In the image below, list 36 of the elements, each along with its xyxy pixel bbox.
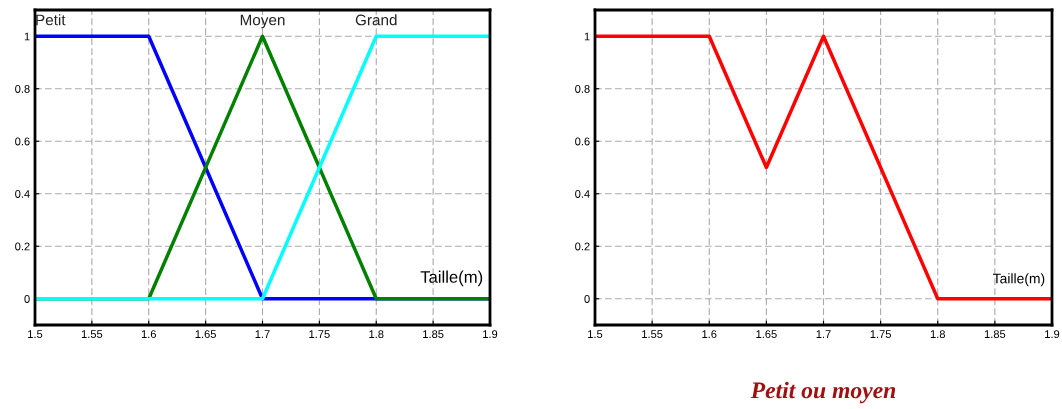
y-tick-label: 0.8 — [575, 85, 590, 93]
x-tick-label: 1.7 — [816, 330, 831, 338]
y-tick-label: 0.2 — [575, 242, 590, 251]
x-tick-label: 1.85 — [423, 330, 444, 339]
y-tick-label: 0.4 — [15, 190, 30, 198]
y-tick-label: 0.6 — [575, 137, 590, 146]
y-tick-label: 0.4 — [575, 190, 590, 198]
x-tick-label: 1.8 — [369, 330, 384, 339]
x-tick-label: 1.8 — [930, 330, 945, 339]
x-tick-label: 1.9 — [1045, 330, 1060, 339]
x-tick-label: 1.7 — [255, 330, 270, 338]
series-label: Petit — [36, 14, 66, 26]
x-tick-label: 1.5 — [28, 330, 43, 339]
series-label: Moyen — [240, 14, 285, 29]
x-tick-label: 1.6 — [702, 330, 717, 339]
x-tick-label: 1.85 — [984, 330, 1006, 339]
text: Petit ou moyen — [750, 381, 896, 404]
x-tick-label: 1.65 — [756, 330, 777, 339]
y-tick-label: 1 — [584, 32, 590, 41]
series-label: Grand — [355, 14, 397, 26]
x-tick-label: 1.9 — [483, 330, 498, 339]
y-tick-label: 0 — [584, 295, 590, 303]
x-tick-label: 1.55 — [642, 330, 663, 339]
y-tick-label: 0.8 — [15, 85, 30, 93]
y-tick-label: 0 — [24, 295, 30, 303]
x-tick-label: 1.65 — [195, 330, 216, 339]
y-tick-label: 0.6 — [15, 137, 30, 146]
x-tick-label: 1.5 — [588, 330, 603, 339]
x-axis-title: Taille(m) — [993, 273, 1045, 287]
x-axis-title: Taille(m) — [420, 270, 483, 287]
x-tick-label: 1.6 — [141, 330, 156, 339]
x-tick-label: 1.75 — [870, 330, 891, 339]
y-tick-label: 1 — [24, 32, 30, 41]
x-tick-label: 1.55 — [81, 330, 103, 339]
y-tick-label: 0.2 — [15, 242, 30, 251]
x-tick-label: 1.75 — [309, 330, 330, 339]
